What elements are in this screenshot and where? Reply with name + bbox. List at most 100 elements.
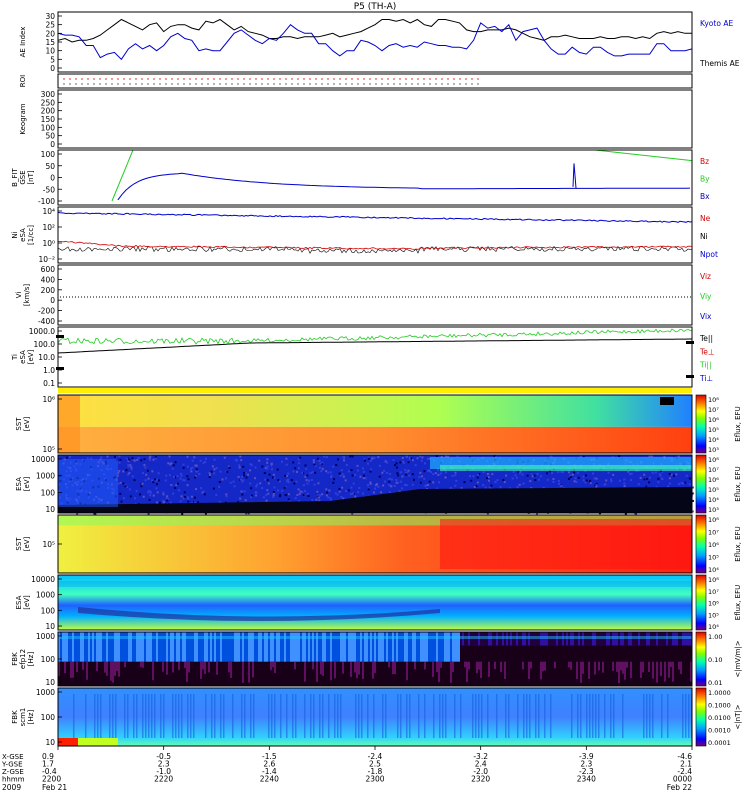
fbk1-column	[262, 632, 264, 662]
vi-zero-dot	[663, 296, 664, 298]
esa1-noise	[255, 494, 258, 497]
fbk1-low	[476, 661, 478, 674]
sst2-ylabel: SST	[15, 537, 23, 551]
esa1-noise	[162, 501, 165, 504]
fbk2-column	[688, 694, 690, 738]
vi-zero-dot	[366, 296, 367, 298]
esa1-noise	[212, 487, 215, 490]
esa1-noise	[251, 494, 254, 497]
esa1-noise	[593, 477, 596, 480]
fbk2-column	[424, 694, 426, 738]
esa1-noise	[470, 479, 473, 482]
esa1-noise	[241, 480, 244, 483]
esa1-noise	[285, 463, 288, 466]
esa1-noise	[186, 484, 189, 487]
esa1-noise	[618, 479, 621, 482]
esa1-noise	[503, 481, 506, 484]
fbk1-low	[248, 661, 250, 683]
fbk1-column	[456, 632, 458, 662]
fbk1-column	[182, 632, 184, 662]
esa1-noise	[437, 473, 440, 476]
fbk2-colorbar-label: <|nT|>	[734, 704, 742, 729]
esa1-noise	[318, 459, 321, 462]
fbk1-column	[78, 632, 80, 662]
fbk2-column	[478, 694, 480, 738]
roi-dot	[141, 78, 143, 80]
vi-zero-dot	[615, 296, 616, 298]
roi-dot	[267, 78, 269, 80]
fbk1-low	[626, 661, 628, 668]
fbk1-low	[500, 661, 502, 672]
ae-frame	[57, 11, 693, 73]
roi-dot	[99, 83, 101, 85]
esa1-noise	[325, 456, 328, 459]
esa1-noise	[316, 493, 319, 496]
roi-dot	[195, 83, 197, 85]
vi-zero-dot	[360, 296, 361, 298]
vi-zero-dot	[522, 296, 523, 298]
vi-zero-dot	[183, 296, 184, 298]
roi-dot	[279, 78, 281, 80]
fbk1-column	[392, 632, 394, 662]
fbk1-column	[438, 632, 440, 662]
bfit-by-decay	[594, 149, 693, 162]
ni-tick-label: 10²	[42, 223, 55, 232]
fbk1-column	[248, 632, 250, 662]
fbk1-column	[294, 632, 296, 662]
esa1-noise	[151, 479, 154, 482]
vi-zero-dot	[186, 296, 187, 298]
fbk2-column	[439, 694, 441, 738]
esa1-noise	[226, 470, 229, 473]
esa1-noise	[196, 470, 199, 473]
esa1-noise	[341, 473, 344, 476]
esa1-noise	[347, 489, 350, 492]
esa1-noise	[515, 476, 518, 479]
esa1-noise	[155, 483, 158, 486]
fbk1-low	[624, 661, 626, 680]
fbk1-column	[240, 632, 242, 662]
fbk1-ylabel: efp12	[19, 649, 27, 669]
vi-zero-dot	[648, 296, 649, 298]
roi-dot	[441, 83, 443, 85]
esa1-noise	[667, 485, 670, 488]
fbk1-low	[618, 661, 620, 684]
esa1-noise	[232, 480, 235, 483]
esa1-noise	[149, 494, 152, 497]
fbk1-column	[278, 632, 280, 662]
esa1-noise	[306, 492, 309, 495]
roi-dot	[345, 78, 347, 80]
roi-dot	[201, 78, 203, 80]
esa1-noise	[486, 477, 489, 480]
bfit-by-rise	[111, 149, 134, 202]
esa1-noise	[292, 461, 295, 464]
fbk1-column	[246, 632, 248, 662]
fbk2-column	[577, 694, 579, 738]
esa1-noise	[264, 467, 267, 470]
keogram-tick-label: 50	[45, 132, 55, 141]
roi-dot	[123, 78, 125, 80]
esa1-noise	[139, 493, 142, 496]
esa1-noise	[340, 469, 343, 472]
fbk1-column	[186, 632, 188, 662]
vi-zero-dot	[513, 296, 514, 298]
esa1-noise	[120, 500, 123, 503]
roi-dot	[465, 83, 467, 85]
fbk2-column	[133, 694, 135, 738]
vi-zero-dot	[543, 296, 544, 298]
vi-zero-dot	[69, 296, 70, 298]
esa1-noise	[180, 474, 183, 477]
ni-tick-label: 10⁻²	[38, 255, 55, 264]
fbk1-column	[206, 632, 208, 662]
x-axis-value: -1.4	[262, 767, 277, 776]
vi-zero-dot	[528, 296, 529, 298]
esa1-noise	[143, 464, 146, 467]
esa1-noise	[330, 498, 333, 501]
fbk1-column	[160, 632, 162, 662]
esa1-noise	[170, 462, 173, 465]
vi-zero-dot	[255, 296, 256, 298]
esa1-noise	[645, 477, 648, 480]
fbk2-corner-mark	[78, 738, 118, 746]
fbk1-column	[150, 632, 152, 662]
esa1-noise	[518, 483, 521, 486]
vi-zero-dot	[216, 296, 217, 298]
